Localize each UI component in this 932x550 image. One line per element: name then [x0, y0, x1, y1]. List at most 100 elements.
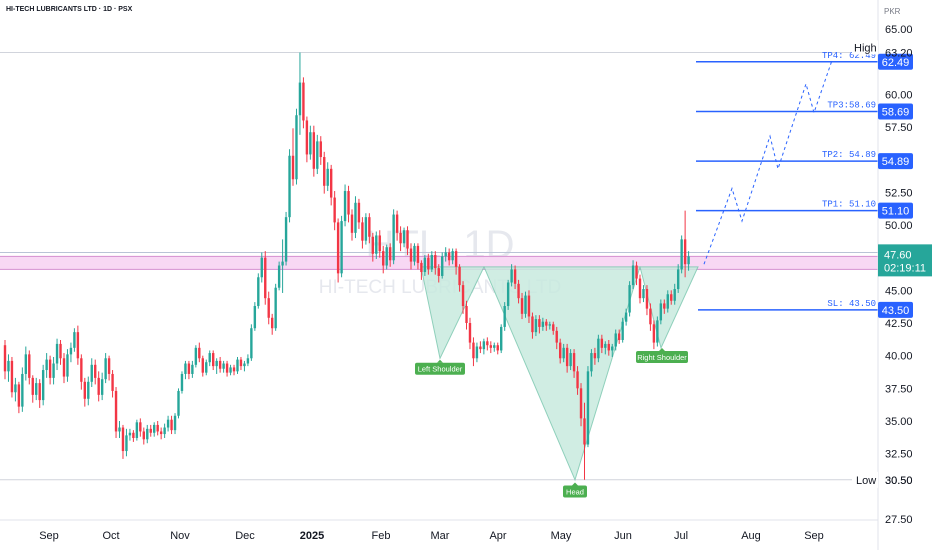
candle-body [506, 282, 510, 307]
candle-body [288, 155, 291, 218]
candle-body [517, 283, 520, 299]
price-tick-label: 45.00 [885, 285, 913, 297]
level-price-text: 54.89 [882, 156, 910, 168]
level-price-text: 62.49 [882, 57, 910, 69]
pattern-annotations: Left Shoulder Head Right Shoulder [415, 347, 688, 498]
candle-body [10, 360, 14, 393]
candle-body [434, 255, 437, 269]
candle-body [166, 419, 170, 428]
high-value: 63.20 [885, 48, 913, 60]
candle-body [489, 345, 492, 348]
candle-body [66, 354, 69, 377]
candle-body [31, 377, 34, 395]
candle-body [465, 306, 468, 324]
candle-body [281, 261, 284, 266]
candle-body [621, 321, 624, 340]
candle-body [48, 359, 52, 378]
candle-body [264, 257, 267, 299]
price-tick-label: 30.50 [885, 475, 913, 487]
candle-body [406, 230, 409, 249]
candle-body [111, 373, 114, 391]
candle-body [663, 303, 666, 309]
candle-body [687, 256, 690, 265]
candle-body [243, 363, 246, 367]
candle-body [611, 346, 614, 351]
candle-body [576, 371, 579, 389]
candle-body [635, 265, 638, 279]
candle-body [184, 363, 187, 374]
candle-body [458, 266, 461, 286]
candle-body [114, 390, 118, 432]
time-tick-label: Aug [741, 530, 761, 542]
candle-body [350, 214, 354, 233]
candle-body [468, 323, 472, 343]
annotation-tag [563, 485, 587, 498]
candle-body [642, 289, 645, 299]
candle-body [531, 316, 534, 333]
candle-body [600, 338, 604, 348]
candle-body [21, 373, 24, 407]
candle-body [246, 358, 250, 364]
time-tick-label: Mar [431, 530, 450, 542]
price-axis[interactable]: 65.0062.5060.0057.5052.5050.0045.0042.50… [885, 24, 913, 526]
candle-body [444, 252, 447, 257]
candle-body [347, 191, 350, 215]
candle-body [201, 358, 204, 373]
candle-body [302, 82, 305, 121]
price-tick-label: 65.00 [885, 24, 913, 36]
candle-body [329, 168, 333, 198]
candle-body [593, 353, 597, 359]
candle-body [55, 343, 59, 364]
right-shoulder-shape [639, 266, 699, 350]
level-price-text: 43.50 [882, 305, 910, 317]
candle-body [69, 347, 73, 355]
candle-body [427, 257, 430, 270]
candle-body [378, 235, 381, 252]
candle-body [510, 269, 513, 283]
candle-body [191, 364, 194, 374]
candle-body [628, 285, 631, 313]
candle-body [73, 332, 76, 348]
candle-body [527, 295, 531, 317]
candle-body [295, 115, 298, 180]
level-price-text: 51.10 [882, 206, 910, 218]
price-tick-label: 35.00 [885, 416, 913, 428]
candle-body [555, 330, 558, 343]
candle-body [631, 265, 635, 286]
time-tick-label: 2025 [300, 530, 324, 542]
candle-body [28, 354, 31, 378]
candle-body [617, 333, 621, 340]
candle-body [90, 364, 93, 382]
candle-body [125, 435, 128, 452]
annotation-pointer [572, 482, 578, 486]
low-label: Low [856, 475, 876, 487]
candle-body [104, 358, 107, 380]
candle-body [225, 363, 229, 373]
candle-body [76, 332, 80, 359]
candle-body [447, 252, 451, 261]
candle-body [548, 324, 551, 326]
candle-body [659, 303, 663, 321]
candle-body [624, 312, 628, 322]
candle-body [128, 432, 132, 436]
candle-body [173, 415, 177, 431]
candle-body [326, 168, 329, 186]
candle-body [368, 217, 371, 237]
candle-body [586, 371, 590, 445]
last-price-badge [878, 244, 932, 277]
candle-body [590, 353, 593, 372]
candle-body [62, 358, 66, 377]
candle-body [409, 248, 413, 262]
candle-body [572, 353, 576, 372]
candle-body [559, 342, 562, 359]
time-axis[interactable]: Sep Oct Nov Dec 2025 Feb Mar Apr May Jun Jul Aug Sep [39, 530, 824, 542]
candle-body [100, 379, 104, 395]
candle-body [333, 197, 336, 223]
candle-body [343, 191, 347, 222]
candle-body [673, 289, 676, 301]
low-tag-bg [852, 471, 878, 488]
candle-body [402, 230, 406, 244]
candle-body [388, 247, 392, 261]
candle-body [607, 343, 610, 351]
